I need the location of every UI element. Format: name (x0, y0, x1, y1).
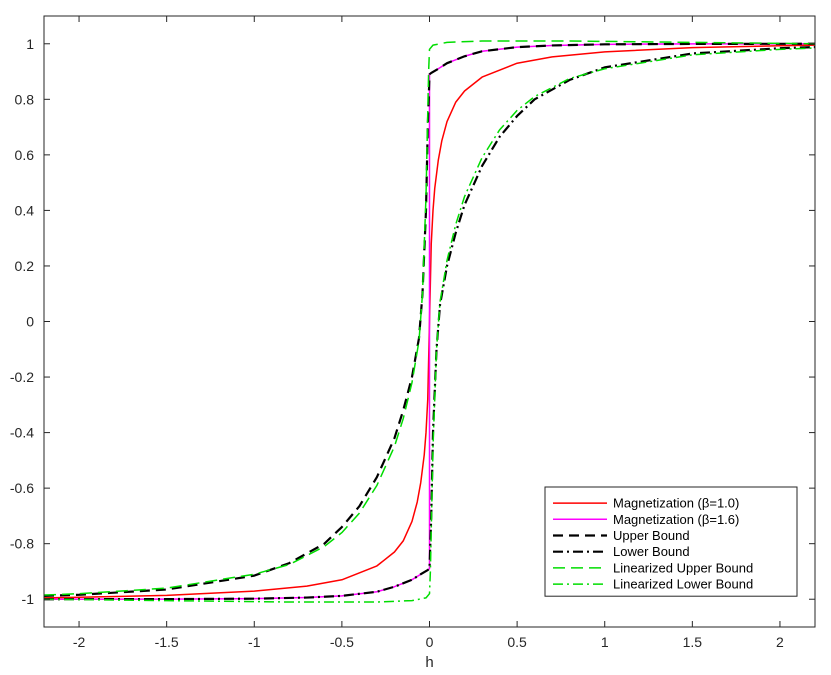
legend-entry-5: Linearized Upper Bound (613, 560, 753, 575)
y-tick-label: 0 (26, 314, 34, 330)
legend-box (544, 486, 798, 597)
legend-entry-1: Magnetization (β=1.0) (613, 496, 739, 511)
series-line-5 (44, 40, 815, 596)
x-tick-label: -1.5 (155, 634, 179, 650)
y-tick-label: -0.4 (10, 425, 34, 441)
x-tick-label: 1 (601, 634, 609, 650)
y-tick-label: -0.8 (10, 536, 34, 552)
series-line-4 (44, 46, 815, 601)
legend: Magnetization (β=1.0)Magnetization (β=1.… (544, 486, 798, 597)
x-tick-label: -0.5 (330, 634, 354, 650)
x-tick-label: 0 (426, 634, 434, 650)
ticks-layer: -2 -1.5 -1 -0.5 0 0.5 1 1.5 2 -1 -0.8 -0.6 -0.4 -0.2 0… (10, 16, 815, 650)
x-tick-label: -1 (248, 634, 261, 650)
x-axis-title: h (425, 654, 433, 671)
y-tick-label: 0.6 (15, 147, 35, 163)
y-tick-label: 0.4 (15, 202, 35, 218)
x-tick-label: -2 (73, 634, 86, 650)
series-line-6 (44, 47, 815, 603)
legend-entry-2: Magnetization (β=1.6) (613, 512, 739, 527)
x-tick-label: 2 (776, 634, 784, 650)
y-tick-label: 0.2 (15, 258, 35, 274)
y-tick-label: 1 (26, 36, 34, 52)
y-tick-label: -1 (22, 591, 35, 607)
y-tick-label: -0.2 (10, 369, 34, 385)
y-tick-label: -0.6 (10, 480, 34, 496)
x-tick-label: 1.5 (683, 634, 703, 650)
legend-entry-3: Upper Bound (613, 528, 690, 543)
legend-entry-4: Lower Bound (613, 544, 690, 559)
legend-entry-6: Linearized Lower Bound (613, 577, 753, 592)
y-tick-label: 0.8 (15, 91, 35, 107)
series-layer (44, 40, 815, 603)
x-tick-label: 0.5 (507, 634, 527, 650)
